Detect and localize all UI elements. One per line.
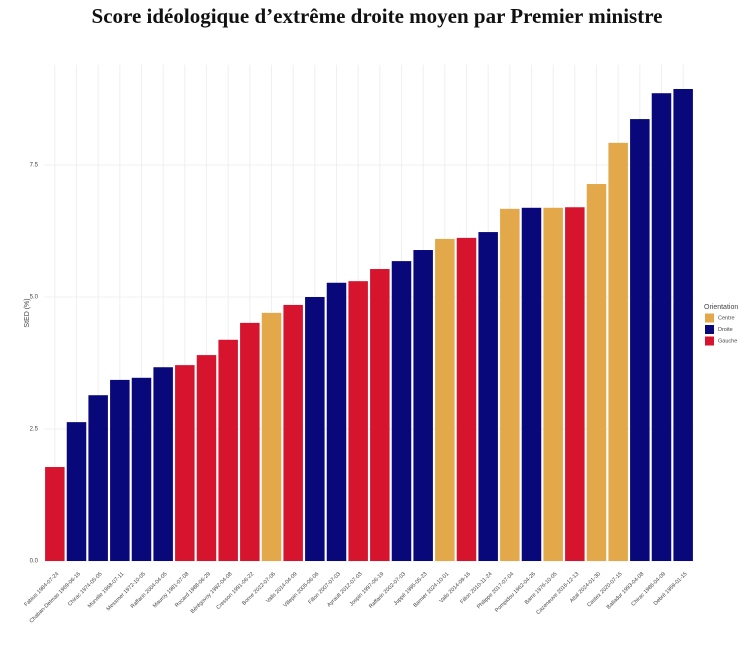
bar — [630, 119, 650, 561]
x-tick-label: Cresson 1991-06-22 — [216, 571, 256, 611]
x-tick-label: Balladur 1993-04-08 — [606, 571, 645, 610]
bar — [391, 261, 412, 561]
bar — [218, 339, 238, 561]
bar — [261, 312, 282, 561]
bar — [305, 297, 325, 561]
bar — [110, 379, 130, 561]
chart-title: Score idéologique d’extrême droite moyen… — [92, 4, 663, 28]
y-tick-label: 7.5 — [30, 163, 39, 169]
bar — [435, 238, 455, 561]
y-axis-title: StED (%) — [24, 298, 31, 327]
bar — [88, 395, 108, 561]
bar — [651, 93, 672, 562]
bar — [413, 250, 433, 561]
bar — [521, 207, 542, 561]
y-tick-label: 2.5 — [30, 427, 39, 433]
legend-label: Gauche — [718, 338, 737, 344]
bar — [175, 365, 195, 561]
legend-label: Droite — [718, 327, 733, 333]
x-tick-label: Cazeneuve 2016-12-13 — [535, 571, 580, 616]
x-tick-label: Philippe 2017-07-04 — [476, 571, 515, 610]
bar — [45, 467, 65, 561]
bar — [456, 237, 477, 561]
bar — [478, 232, 498, 561]
bar — [131, 377, 152, 561]
bar — [348, 281, 368, 561]
bar — [543, 207, 563, 561]
bar — [500, 208, 520, 561]
legend-title: Orientation — [704, 304, 738, 311]
legend-swatch — [705, 336, 714, 346]
bar — [370, 269, 390, 561]
bar — [565, 207, 585, 561]
bar — [66, 422, 87, 561]
bar — [326, 282, 347, 561]
bar — [283, 304, 303, 561]
bar — [586, 184, 607, 561]
bar — [153, 367, 173, 561]
x-tick-label: Messmer 1972-10-05 — [106, 571, 147, 612]
legend-label: Centre — [718, 315, 735, 321]
bar — [196, 355, 217, 561]
bar — [608, 142, 628, 561]
x-tick-label: Bérégovoy 1992-04-08 — [190, 571, 234, 615]
y-tick-label: 0.0 — [30, 559, 39, 565]
legend-swatch — [705, 325, 714, 334]
bar — [240, 322, 260, 561]
legend-swatch — [705, 313, 714, 323]
x-tick-label: Pompidou 1962-04-26 — [494, 571, 537, 614]
bar — [673, 88, 693, 561]
y-tick-label: 5.0 — [30, 295, 39, 301]
